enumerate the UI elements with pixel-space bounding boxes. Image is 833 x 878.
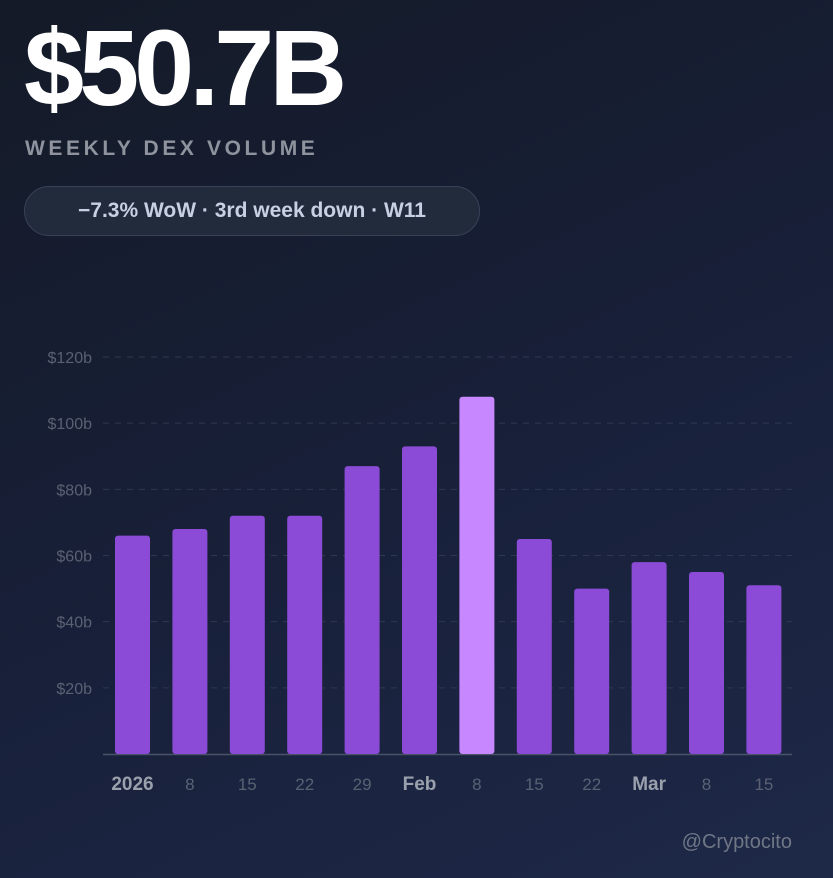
x-tick-label: 15 bbox=[754, 775, 773, 794]
x-tick-label: 22 bbox=[295, 775, 314, 794]
bar bbox=[631, 562, 667, 754]
bar-highlighted bbox=[459, 396, 495, 754]
bar bbox=[574, 588, 610, 754]
y-tick-label: $40b bbox=[56, 615, 92, 632]
change-summary-text: −7.3% WoW · 3rd week down · W11 bbox=[78, 199, 426, 222]
bar bbox=[402, 446, 437, 754]
y-tick-label: $80b bbox=[56, 482, 92, 499]
change-summary-pill: −7.3% WoW · 3rd week down · W11 bbox=[24, 186, 480, 236]
x-tick-label: 8 bbox=[472, 775, 481, 794]
bar bbox=[172, 529, 208, 754]
bar bbox=[115, 535, 150, 754]
bar bbox=[229, 515, 265, 754]
x-tick-label: 8 bbox=[185, 775, 194, 794]
x-tick-label-month: 2026 bbox=[111, 774, 153, 795]
chart-subtitle: WEEKLY DEX VOLUME bbox=[25, 137, 319, 160]
y-tick-label: $120b bbox=[48, 350, 93, 367]
x-tick-label: 15 bbox=[525, 775, 544, 794]
bar bbox=[516, 538, 552, 754]
x-tick-label: 29 bbox=[353, 775, 372, 794]
x-tick-label: 8 bbox=[702, 775, 711, 794]
bar bbox=[746, 585, 782, 754]
watermark: @Cryptocito bbox=[681, 831, 792, 853]
headline-value: $50.7B bbox=[24, 7, 347, 128]
x-tick-label: 22 bbox=[582, 775, 601, 794]
y-tick-label: $100b bbox=[48, 416, 93, 433]
x-tick-label-month: Feb bbox=[403, 774, 437, 795]
x-tick-label-month: Mar bbox=[632, 774, 666, 795]
bar bbox=[287, 515, 323, 754]
bar bbox=[689, 572, 724, 754]
y-tick-label: $60b bbox=[56, 549, 92, 566]
y-tick-label: $20b bbox=[56, 681, 92, 698]
x-tick-label: 15 bbox=[238, 775, 257, 794]
bar bbox=[344, 466, 380, 754]
